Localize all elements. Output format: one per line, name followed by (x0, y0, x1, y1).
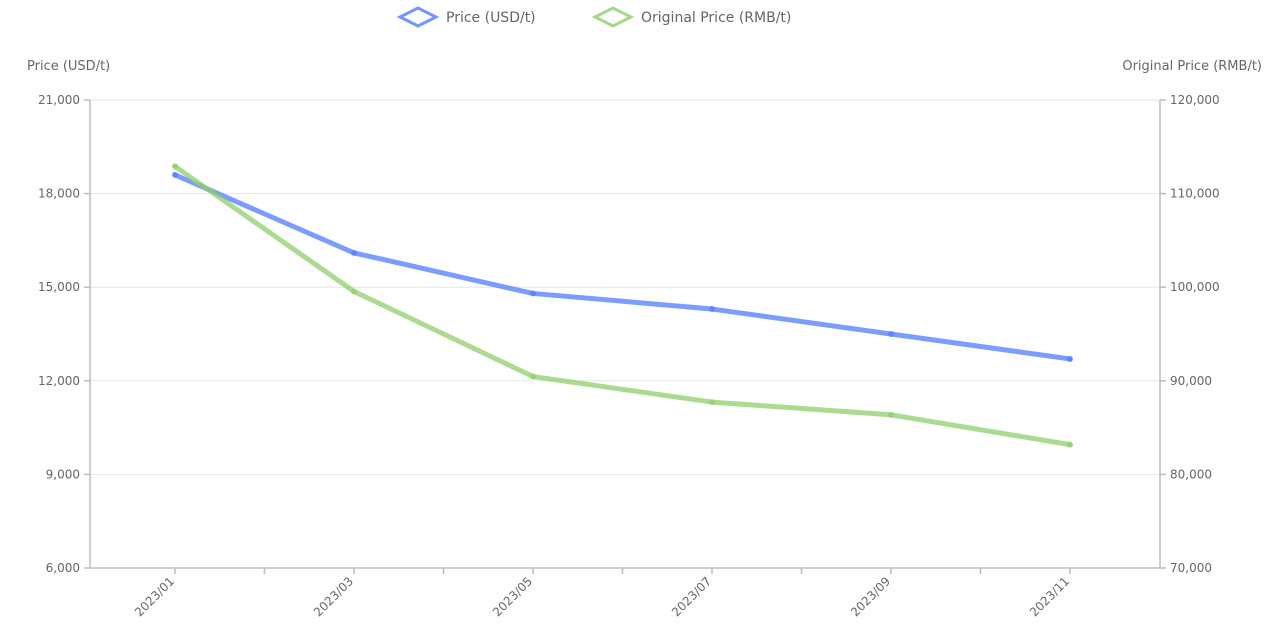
x-tick-label: 2023/07 (669, 574, 714, 619)
data-point (888, 331, 894, 337)
series-lines (172, 163, 1073, 448)
left-tick-label: 9,000 (46, 467, 80, 481)
right-axis-title: Original Price (RMB/t) (1122, 59, 1262, 74)
legend-marker (396, 6, 440, 28)
left-tick-label: 6,000 (46, 561, 80, 575)
series-line (172, 172, 1073, 362)
data-point (351, 288, 357, 295)
data-point (172, 171, 178, 178)
x-tick-label: 2023/09 (848, 574, 893, 619)
data-point (530, 290, 536, 297)
legend-marker (591, 6, 635, 28)
x-tick-label: 2023/05 (490, 574, 535, 619)
right-tick-label: 80,000 (1170, 467, 1212, 481)
left-tick-label: 15,000 (38, 280, 80, 294)
x-tick-label: 2023/11 (1027, 574, 1072, 619)
left-tick-label: 18,000 (38, 187, 80, 201)
data-point (709, 306, 715, 313)
left-tick-label: 21,000 (38, 93, 80, 107)
axis-labels: 6,000 9,000 12,000 15,000 18,000 21,000 70,000… (27, 59, 1262, 619)
right-tick-label: 120,000 (1170, 93, 1220, 107)
data-point (709, 399, 715, 406)
gridlines (90, 99, 1160, 475)
legend-label: Original Price (RMB/t) (641, 10, 791, 26)
left-axis-title: Price (USD/t) (27, 59, 110, 74)
series-line (172, 163, 1073, 448)
legend-item[interactable]: Original Price (RMB/t) (591, 6, 791, 28)
data-point (1067, 355, 1073, 362)
data-point (530, 373, 536, 380)
right-tick-label: 90,000 (1170, 374, 1212, 388)
x-tick-label: 2023/01 (132, 574, 177, 619)
left-tick-label: 12,000 (38, 374, 80, 388)
data-point (351, 249, 357, 256)
legend-label: Price (USD/t) (446, 10, 536, 26)
right-tick-label: 100,000 (1170, 280, 1220, 294)
data-point (888, 411, 894, 418)
data-point (172, 163, 178, 170)
right-tick-label: 70,000 (1170, 561, 1212, 575)
axes (84, 99, 1166, 574)
data-point (1067, 441, 1073, 448)
x-tick-label: 2023/03 (311, 574, 356, 619)
legend[interactable]: Price (USD/t) Original Price (RMB/t) (396, 6, 791, 28)
right-tick-label: 110,000 (1170, 187, 1220, 201)
legend-item[interactable]: Price (USD/t) (396, 6, 536, 28)
